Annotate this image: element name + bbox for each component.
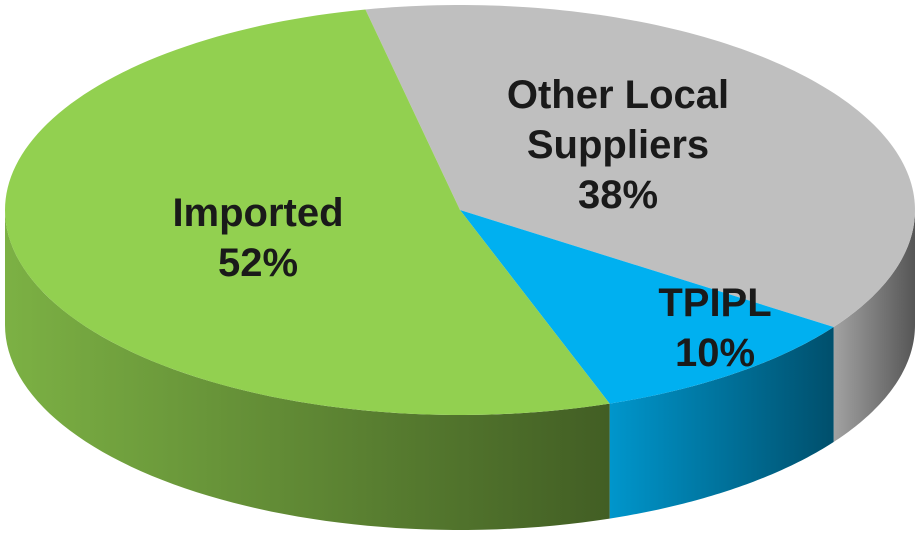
slice-label: Other Local Suppliers 38% [483, 70, 753, 220]
pie-slice [460, 210, 834, 404]
pie-side [5, 210, 610, 530]
slice-label: Imported 52% [128, 188, 388, 288]
value-label: 10% [674, 331, 756, 375]
value-label: 38% [577, 173, 659, 217]
category-label: TPIPL [658, 281, 772, 325]
pie-side [609, 326, 834, 519]
pie-slice [5, 9, 610, 415]
category-label: Other Local Suppliers [506, 73, 730, 167]
pie-slice [365, 5, 915, 327]
value-label: 52% [217, 241, 299, 285]
pie-side [833, 210, 915, 442]
category-label: Imported [172, 191, 344, 235]
slice-label: TPIPL 10% [615, 278, 815, 378]
